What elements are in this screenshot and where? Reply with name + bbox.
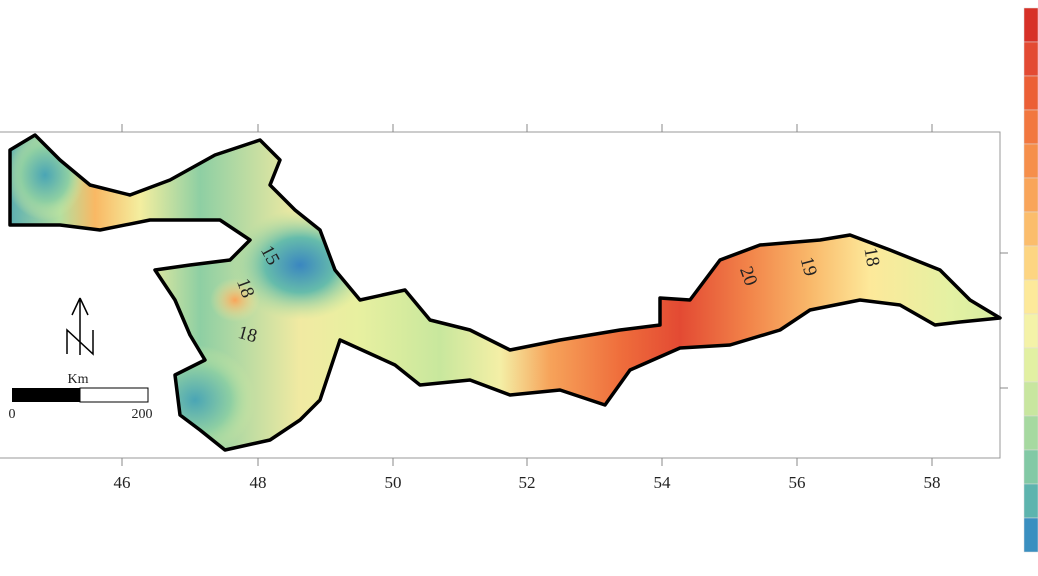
x-tick-label: 58 [924,473,941,492]
x-tick-label: 52 [519,473,536,492]
x-tick-label: 56 [789,473,806,492]
colorbar-swatch [1023,483,1038,519]
colorbar-swatch [1023,7,1038,43]
contour-label: 18 [236,322,260,347]
x-tick-label: 48 [250,473,267,492]
x-tick-label: 46 [114,473,131,492]
colorbar-swatch [1023,177,1038,213]
x-tick-label: 54 [654,473,672,492]
colorbar-swatch [1023,449,1038,485]
scale-bar-light [79,387,149,403]
scale-start: 0 [9,407,16,422]
colorbar-swatch [1023,517,1038,553]
map-frame [0,131,1001,459]
colorbar-swatch [1023,109,1038,145]
x-tick-label: 50 [385,473,402,492]
colorbar-swatch [1023,75,1038,111]
x-axis: 46 48 50 52 54 56 58 [114,473,941,492]
tick-marks [121,124,1008,466]
colorbar-swatch [1023,41,1038,77]
contour-label: 18 [859,246,883,268]
north-arrow [66,297,94,356]
colorbar [1023,7,1038,553]
scale-end: 200 [132,407,153,422]
colorbar-swatch [1023,381,1038,417]
colorbar-swatch [1023,211,1038,247]
colorbar-swatch [1023,245,1038,281]
contour-label: 19 [796,255,821,279]
colorbar-swatch [1023,415,1038,451]
scale-unit: Km [68,372,89,387]
colorbar-swatch [1023,347,1038,383]
colorbar-swatch [1023,279,1038,315]
colorbar-swatch [1023,143,1038,179]
scale-bar-dark [12,388,80,402]
colorbar-swatch [1023,313,1038,349]
